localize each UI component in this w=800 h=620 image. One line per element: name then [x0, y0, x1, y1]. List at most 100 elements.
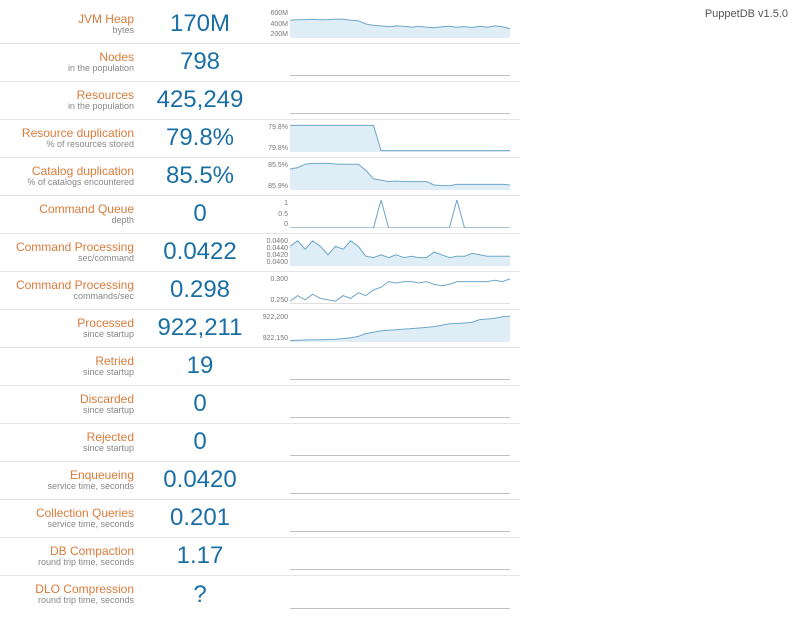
- chart-yaxis: 85.5%85.9%: [260, 162, 288, 190]
- metric-label: Nodesin the population: [0, 51, 140, 73]
- metric-title: Nodes: [0, 51, 134, 64]
- chart-yaxis: 10.50: [260, 200, 288, 228]
- metric-title: JVM Heap: [0, 13, 134, 26]
- metric-row: Collection Queriesservice time, seconds0…: [0, 500, 520, 538]
- chart-yaxis: [260, 390, 288, 418]
- sparkline: [290, 314, 510, 342]
- metric-subtitle: sec/command: [0, 254, 134, 263]
- metric-chart: [260, 466, 510, 494]
- sparkline: [290, 352, 510, 380]
- metric-row: Resourcesin the population425,249: [0, 82, 520, 120]
- metric-title: Resources: [0, 89, 134, 102]
- metric-row: Command Processingsec/command0.04220.046…: [0, 234, 520, 272]
- metric-title: Catalog duplication: [0, 165, 134, 178]
- metric-subtitle: service time, seconds: [0, 482, 134, 491]
- metric-row: Command Queuedepth 010.50: [0, 196, 520, 234]
- metric-chart: 85.5%85.9%: [260, 162, 510, 190]
- metric-title: Command Queue: [0, 203, 134, 216]
- metric-subtitle: since startup: [0, 368, 134, 377]
- metric-label: Command Queuedepth: [0, 203, 140, 225]
- sparkline: [290, 86, 510, 114]
- metric-value: 0.0420: [140, 466, 260, 494]
- metric-value: ?: [140, 581, 260, 609]
- metric-title: Enqueueing: [0, 469, 134, 482]
- metric-subtitle: round trip time, seconds: [0, 558, 134, 567]
- version-label: PuppetDB v1.5.0: [705, 8, 788, 20]
- chart-yaxis: [260, 504, 288, 532]
- metric-subtitle: since startup: [0, 330, 134, 339]
- metric-title: DB Compaction: [0, 545, 134, 558]
- metric-value: 0: [140, 390, 260, 418]
- metric-label: Resource duplication% of resources store…: [0, 127, 140, 149]
- metric-title: Processed: [0, 317, 134, 330]
- metric-chart: [260, 504, 510, 532]
- sparkline: [290, 504, 510, 532]
- sparkline: [290, 276, 510, 304]
- sparkline: [290, 390, 510, 418]
- tick-label: 400M: [270, 21, 288, 28]
- sparkline: [290, 581, 510, 609]
- metric-label: DB Compactionround trip time, seconds: [0, 545, 140, 567]
- chart-yaxis: [260, 581, 288, 609]
- metric-label: Discardedsince startup: [0, 393, 140, 415]
- metric-chart: 0.3000.250: [260, 276, 510, 304]
- metric-label: Command Processingsec/command: [0, 241, 140, 263]
- metric-chart: [260, 86, 510, 114]
- metric-value: 85.5%: [140, 162, 260, 190]
- metric-title: Retried: [0, 355, 134, 368]
- metric-chart: 600M 400M 200M: [260, 10, 510, 38]
- sparkline: [290, 200, 510, 228]
- metric-title: Discarded: [0, 393, 134, 406]
- sparkline: [290, 124, 510, 152]
- sparkline: [290, 48, 510, 76]
- tick-label: 922,200: [263, 314, 288, 321]
- metric-chart: [260, 542, 510, 570]
- tick-label: 200M: [270, 31, 288, 38]
- chart-yaxis: 600M 400M 200M: [260, 10, 288, 38]
- chart-yaxis: 79.8% 79.8%: [260, 124, 288, 152]
- metric-row: JVM Heapbytes170M 600M 400M 200M: [0, 6, 520, 44]
- tick-label: 0.0400: [267, 259, 288, 266]
- metric-value: 0.201: [140, 504, 260, 532]
- metric-subtitle: depth: [0, 216, 134, 225]
- metric-title: Collection Queries: [0, 507, 134, 520]
- metric-value: 79.8%: [140, 124, 260, 152]
- metric-value: 170M: [140, 10, 260, 38]
- chart-yaxis: 0.3000.250: [260, 276, 288, 304]
- tick-label: 79.8%: [268, 145, 288, 152]
- sparkline: [290, 10, 510, 38]
- tick-label: 0.5: [278, 211, 288, 218]
- metric-label: Resourcesin the population: [0, 89, 140, 111]
- metric-row: Command Processingcommands/sec0.2980.300…: [0, 272, 520, 310]
- metric-subtitle: round trip time, seconds: [0, 596, 134, 605]
- metric-subtitle: % of resources stored: [0, 140, 134, 149]
- chart-yaxis: [260, 466, 288, 494]
- metric-value: 425,249: [140, 86, 260, 114]
- chart-yaxis: 922,200 922,150: [260, 314, 288, 342]
- metric-label: JVM Heapbytes: [0, 13, 140, 35]
- metric-label: Command Processingcommands/sec: [0, 279, 140, 301]
- metric-chart: [260, 352, 510, 380]
- metric-chart: 0.04600.04400.04200.0400: [260, 238, 510, 266]
- metric-value: 0.298: [140, 276, 260, 304]
- tick-label: 600M: [270, 10, 288, 17]
- chart-yaxis: [260, 428, 288, 456]
- tick-label: 0: [284, 221, 288, 228]
- metric-label: DLO Compressionround trip time, seconds: [0, 583, 140, 605]
- metric-label: Enqueueingservice time, seconds: [0, 469, 140, 491]
- metric-row: DLO Compressionround trip time, seconds?: [0, 576, 520, 614]
- metric-label: Rejectedsince startup: [0, 431, 140, 453]
- sparkline: [290, 238, 510, 266]
- metric-subtitle: since startup: [0, 444, 134, 453]
- chart-yaxis: [260, 48, 288, 76]
- metric-label: Collection Queriesservice time, seconds: [0, 507, 140, 529]
- sparkline: [290, 542, 510, 570]
- chart-yaxis: 0.04600.04400.04200.0400: [260, 238, 288, 266]
- tick-label: 79.8%: [268, 124, 288, 131]
- metric-subtitle: commands/sec: [0, 292, 134, 301]
- tick-label: 922,150: [263, 335, 288, 342]
- metric-row: Resource duplication% of resources store…: [0, 120, 520, 158]
- metric-value: 19: [140, 352, 260, 380]
- metric-subtitle: in the population: [0, 102, 134, 111]
- metric-row: Nodesin the population798: [0, 44, 520, 82]
